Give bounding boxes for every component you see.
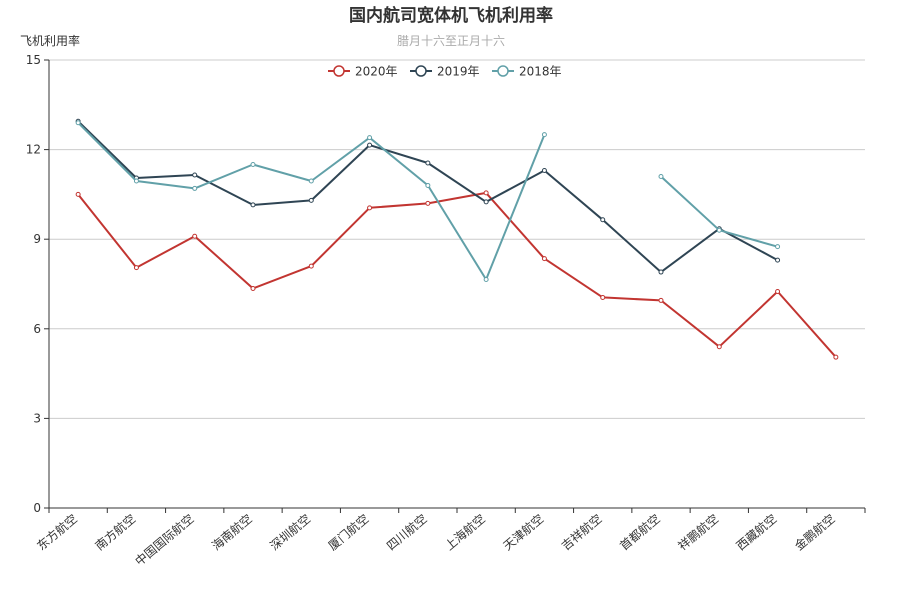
data-point[interactable] <box>308 197 314 203</box>
data-point[interactable] <box>541 256 547 262</box>
chart-subtitle: 腊月十六至正月十六 <box>397 34 505 48</box>
data-point[interactable] <box>192 185 198 191</box>
data-point[interactable] <box>367 205 373 211</box>
data-point[interactable] <box>133 178 139 184</box>
data-point[interactable] <box>133 265 139 271</box>
data-point[interactable] <box>658 173 664 179</box>
x-tick-label: 四川航空 <box>383 511 429 553</box>
data-point[interactable] <box>250 285 256 291</box>
data-point[interactable] <box>308 178 314 184</box>
data-point[interactable] <box>600 217 606 223</box>
legend-label: 2018年 <box>519 65 562 79</box>
data-point[interactable] <box>367 142 373 148</box>
legend-swatch-circle <box>497 65 509 77</box>
x-tick-label: 吉祥航空 <box>558 511 604 553</box>
series-1 <box>75 118 781 275</box>
data-point[interactable] <box>541 132 547 138</box>
legend-swatch-circle <box>415 65 427 77</box>
data-point[interactable] <box>541 168 547 174</box>
series-line <box>77 120 779 274</box>
series-lines <box>75 118 839 360</box>
series-line <box>77 191 837 358</box>
y-tick-label: 9 <box>33 232 41 246</box>
data-point[interactable] <box>833 354 839 360</box>
chart-title: 国内航司宽体机飞机利用率 <box>349 5 553 26</box>
legend-swatch-circle <box>333 65 345 77</box>
x-tick-label: 海南航空 <box>209 511 255 553</box>
series-line <box>660 175 778 248</box>
x-tick-label: 首都航空 <box>617 511 663 553</box>
y-tick-label: 12 <box>26 143 41 157</box>
x-tick-label: 东方航空 <box>34 511 80 553</box>
y-tick-label: 15 <box>26 53 41 67</box>
data-point[interactable] <box>250 202 256 208</box>
x-tick-label: 祥鹏航空 <box>675 511 721 553</box>
legend-label: 2019年 <box>437 65 480 79</box>
data-point[interactable] <box>716 344 722 350</box>
x-tick-label: 上海航空 <box>442 511 488 553</box>
legend-item[interactable]: 2018年 <box>492 65 562 79</box>
y-tick-label: 3 <box>33 411 41 425</box>
data-point[interactable] <box>425 160 431 166</box>
data-point[interactable] <box>250 162 256 168</box>
data-point[interactable] <box>483 277 489 283</box>
data-point[interactable] <box>308 263 314 269</box>
series-2 <box>75 120 781 283</box>
data-point[interactable] <box>775 288 781 294</box>
data-point[interactable] <box>75 191 81 197</box>
legend-label: 2020年 <box>355 65 398 79</box>
data-point[interactable] <box>600 294 606 300</box>
data-point[interactable] <box>367 135 373 141</box>
data-point[interactable] <box>483 199 489 205</box>
x-tick-label: 金鹏航空 <box>791 511 837 553</box>
x-tick-label: 中国国际航空 <box>132 511 197 569</box>
data-point[interactable] <box>425 200 431 206</box>
y-tick-label: 0 <box>33 501 41 515</box>
data-point[interactable] <box>716 227 722 233</box>
legend-item[interactable]: 2020年 <box>328 65 398 79</box>
y-tick-label: 6 <box>33 322 41 336</box>
x-tick-label: 西藏航空 <box>733 511 779 553</box>
data-point[interactable] <box>775 257 781 263</box>
grid-lines <box>49 59 865 419</box>
legend-item[interactable]: 2019年 <box>410 65 480 79</box>
data-point[interactable] <box>425 182 431 188</box>
data-point[interactable] <box>658 297 664 303</box>
series-0 <box>75 190 839 360</box>
x-tick-label: 天津航空 <box>500 511 546 553</box>
legend[interactable]: 2020年 2019年 2018年 <box>328 65 562 79</box>
data-point[interactable] <box>658 269 664 275</box>
data-point[interactable] <box>483 190 489 196</box>
x-tick-label: 南方航空 <box>92 511 138 553</box>
data-point[interactable] <box>775 244 781 250</box>
data-point[interactable] <box>192 233 198 239</box>
x-tick-label: 深圳航空 <box>267 511 313 553</box>
data-point[interactable] <box>192 172 198 178</box>
data-point[interactable] <box>75 120 81 126</box>
x-tick-label: 厦门航空 <box>325 511 371 553</box>
y-axis-label: 飞机利用率 <box>20 33 80 48</box>
